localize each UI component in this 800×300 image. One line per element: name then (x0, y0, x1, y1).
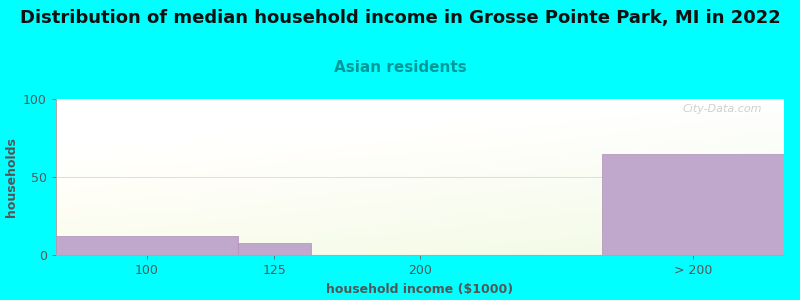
Bar (602, 154, 784, 255)
Bar (56, 236, 238, 255)
Text: Distribution of median household income in Grosse Pointe Park, MI in 2022: Distribution of median household income … (20, 9, 780, 27)
Bar (238, 242, 310, 255)
Y-axis label: households: households (5, 137, 18, 217)
Text: City-Data.com: City-Data.com (682, 104, 762, 114)
X-axis label: household income ($1000): household income ($1000) (326, 283, 514, 296)
Text: Asian residents: Asian residents (334, 60, 466, 75)
